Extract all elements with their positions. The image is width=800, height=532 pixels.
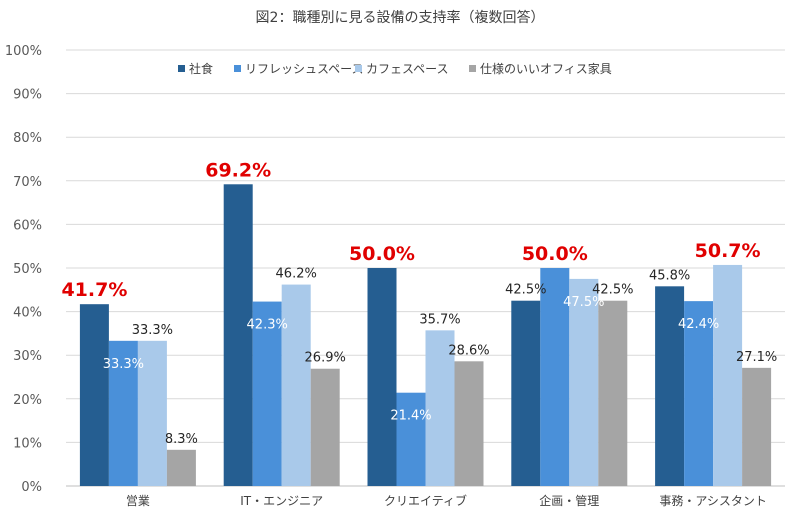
highlight-data-label: 41.7%	[61, 279, 127, 301]
bar	[511, 300, 541, 486]
bar	[684, 301, 714, 486]
bar	[166, 449, 196, 486]
bar	[252, 301, 282, 486]
data-label: 46.2%	[276, 267, 317, 282]
y-tick-label: 90%	[13, 88, 42, 103]
bar	[79, 304, 109, 486]
y-tick-label: 70%	[13, 175, 42, 190]
bar	[108, 340, 138, 486]
bar	[310, 368, 340, 486]
y-tick-label: 10%	[13, 436, 42, 451]
data-label: 27.1%	[736, 350, 777, 365]
y-axis-ticks: 0% 10% 20% 30% 40% 50% 60% 70% 80% 90% 100%	[5, 44, 42, 495]
legend-swatch	[355, 65, 362, 72]
bar	[281, 284, 311, 486]
data-label: 33.3%	[132, 323, 173, 338]
legend-swatch	[469, 65, 476, 72]
data-label: 45.8%	[649, 268, 690, 283]
chart-title: 図2：職種別に見る設備の支持率（複数回答）	[256, 9, 545, 26]
legend-label: 仕様のいいオフィス家具	[480, 61, 612, 76]
y-tick-label: 0%	[21, 480, 42, 495]
bar	[454, 361, 484, 486]
category-label: 営業	[126, 494, 150, 508]
legend-label: カフェスペース	[366, 62, 449, 76]
data-label: 42.3%	[247, 318, 288, 333]
bar	[540, 268, 570, 486]
y-tick-label: 80%	[13, 131, 42, 146]
data-label: 42.5%	[592, 283, 633, 298]
bar	[713, 264, 743, 486]
data-labels: 41.7% 33.3% 33.3% 8.3% 69.2% 42.3% 46.2% 26.9% 5…	[61, 159, 777, 447]
category-labels: 営業 IT・エンジニア クリエイティブ 企画・管理 事務・アシスタント	[126, 493, 767, 508]
category-label: 事務・アシスタント	[659, 494, 767, 508]
gridlines	[66, 49, 785, 487]
data-label: 42.5%	[505, 283, 546, 298]
highlight-data-label: 50.7%	[695, 240, 761, 262]
y-tick-label: 60%	[13, 218, 42, 233]
data-label: 33.3%	[103, 357, 144, 372]
legend-swatch	[178, 65, 185, 72]
legend-label: リフレッシュスペース	[245, 62, 364, 76]
legend: 社食 リフレッシュスペース カフェスペース 仕様のいいオフィス家具	[178, 61, 612, 76]
highlight-data-label: 50.0%	[522, 243, 588, 265]
y-tick-label: 100%	[5, 44, 42, 59]
y-tick-label: 20%	[13, 393, 42, 408]
y-tick-label: 40%	[13, 306, 42, 321]
data-label: 26.9%	[305, 351, 346, 366]
legend-swatch	[234, 65, 241, 72]
bars	[79, 184, 772, 486]
data-label: 21.4%	[390, 409, 431, 424]
bar	[425, 330, 455, 486]
bar	[742, 367, 772, 486]
highlight-data-label: 50.0%	[349, 243, 415, 265]
bar	[569, 278, 599, 486]
bar	[223, 184, 253, 486]
category-label: 企画・管理	[539, 493, 599, 508]
data-label: 42.4%	[678, 317, 719, 332]
data-label: 8.3%	[165, 432, 198, 447]
data-label: 28.6%	[448, 343, 489, 358]
bar	[598, 300, 628, 486]
bar	[367, 268, 397, 486]
data-label: 35.7%	[419, 312, 460, 327]
bar	[396, 392, 426, 486]
category-label: IT・エンジニア	[240, 494, 323, 508]
y-tick-label: 30%	[13, 349, 42, 364]
bar	[655, 286, 685, 486]
category-label: クリエイティブ	[384, 493, 467, 508]
y-tick-label: 50%	[13, 262, 42, 277]
legend-label: 社食	[189, 61, 213, 76]
highlight-data-label: 69.2%	[205, 159, 271, 181]
data-label: 47.5%	[563, 295, 604, 310]
bar	[137, 340, 167, 486]
